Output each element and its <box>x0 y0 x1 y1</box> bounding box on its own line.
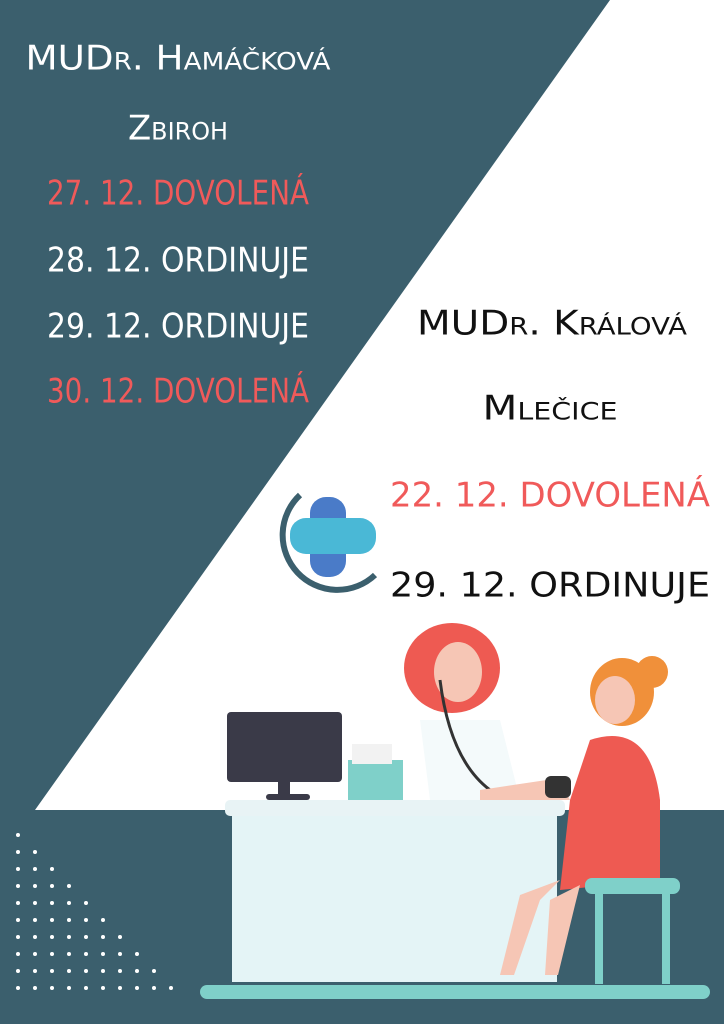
day-status: 22. 12. DOVOLENÁ <box>390 475 710 516</box>
doctor-name: MUDr. Hamáčková <box>26 39 332 79</box>
dot <box>84 969 88 973</box>
day-status: 29. 12. ORDINUJE <box>390 566 710 606</box>
dot <box>33 901 37 905</box>
dot <box>16 850 20 854</box>
dot <box>118 935 122 939</box>
dot <box>50 969 54 973</box>
dot <box>84 918 88 922</box>
dot <box>101 935 105 939</box>
day-status: 28. 12. ORDINUJE <box>47 241 309 281</box>
dot <box>33 867 37 871</box>
dot <box>16 935 20 939</box>
dot <box>16 884 20 888</box>
dot <box>84 952 88 956</box>
dot <box>33 918 37 922</box>
place-name: Zbiroh <box>128 109 228 149</box>
dot <box>67 884 71 888</box>
dot <box>67 935 71 939</box>
dot <box>33 986 37 990</box>
dot <box>118 969 122 973</box>
dot <box>50 918 54 922</box>
dot <box>101 969 105 973</box>
dot <box>84 986 88 990</box>
dot <box>67 986 71 990</box>
dot <box>33 884 37 888</box>
dot <box>67 918 71 922</box>
day-status: 29. 12. ORDINUJE <box>47 307 309 347</box>
dot <box>152 986 156 990</box>
dot <box>33 850 37 854</box>
dot <box>33 952 37 956</box>
dot <box>67 969 71 973</box>
dot <box>50 867 54 871</box>
dot <box>16 833 20 837</box>
dot <box>101 952 105 956</box>
dot <box>16 901 20 905</box>
day-status: 30. 12. DOVOLENÁ <box>47 371 309 412</box>
dot-pattern <box>16 833 173 990</box>
dot <box>135 986 139 990</box>
dot <box>16 986 20 990</box>
dot <box>135 952 139 956</box>
dot <box>50 935 54 939</box>
dot <box>84 935 88 939</box>
white-triangle <box>35 0 724 810</box>
dot <box>16 918 20 922</box>
logo <box>279 492 378 593</box>
dot <box>152 969 156 973</box>
dot <box>101 918 105 922</box>
doctor-name: MUDr. Králová <box>417 304 688 344</box>
dot <box>16 952 20 956</box>
dot <box>50 986 54 990</box>
dot <box>33 935 37 939</box>
dot <box>118 986 122 990</box>
dot <box>135 969 139 973</box>
dot <box>84 901 88 905</box>
dot <box>67 952 71 956</box>
dot <box>118 952 122 956</box>
dot <box>101 986 105 990</box>
dot <box>67 901 71 905</box>
illustration <box>200 623 710 999</box>
dot <box>50 884 54 888</box>
dot <box>50 952 54 956</box>
place-name: Mlečice <box>483 389 618 429</box>
day-status: 27. 12. DOVOLENÁ <box>47 173 309 214</box>
dot <box>16 969 20 973</box>
dot <box>16 867 20 871</box>
dot <box>169 986 173 990</box>
dot <box>50 901 54 905</box>
dot <box>33 969 37 973</box>
